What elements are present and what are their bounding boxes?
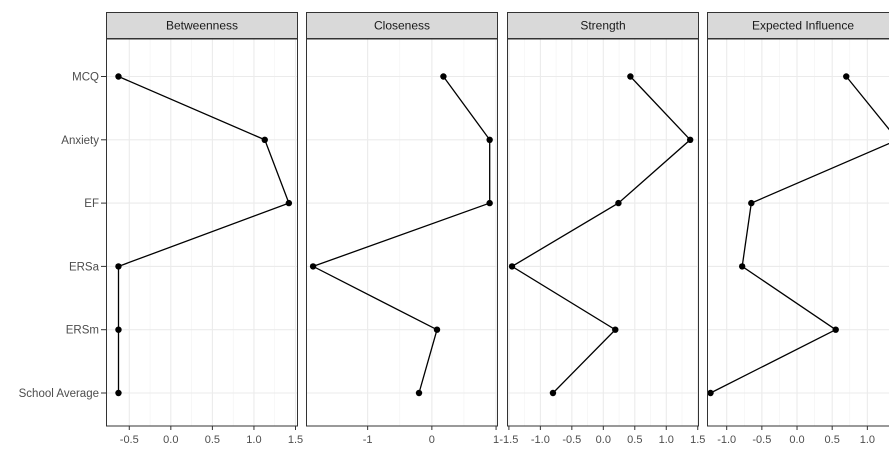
point-closeness-anxiety xyxy=(486,136,493,143)
x-tick-label: -0.5 xyxy=(562,434,581,446)
point-strength-ersa xyxy=(508,263,516,270)
facet-strip-label-betweenness: Betweenness xyxy=(166,19,238,33)
facet-expected-influence: Expected Influence -1.0 -0.5 0.0 0.5 1.0 xyxy=(707,12,889,446)
panel-background xyxy=(306,39,498,426)
y-tick-label-ersa: ERSa xyxy=(69,261,100,273)
x-tick-label: -1.0 xyxy=(717,434,736,446)
x-tick-label: 0.5 xyxy=(205,434,220,446)
point-expected-influence-mcq xyxy=(843,73,850,80)
facet-strip xyxy=(306,12,498,39)
x-tick-label: 1.0 xyxy=(860,434,875,446)
x-tick-label: 1.5 xyxy=(690,434,705,446)
point-strength-anxiety xyxy=(686,136,694,143)
point-expected-influence-ersm xyxy=(832,326,839,333)
x-tick-label: -1.0 xyxy=(531,434,550,446)
x-tick-label: -1 xyxy=(363,434,373,446)
x-tick-label: 1 xyxy=(493,434,499,446)
x-tick-label: 0.0 xyxy=(596,434,611,446)
y-tick-label-ersm: ERSm xyxy=(66,325,99,337)
point-expected-influence-school-average xyxy=(707,389,714,397)
facet-strip-label-expected-influence: Expected Influence xyxy=(752,19,854,33)
x-tick-label: -0.5 xyxy=(120,434,139,446)
point-betweenness-school-average xyxy=(115,389,122,397)
point-strength-ersm xyxy=(612,326,619,333)
series-line-betweenness xyxy=(117,75,290,393)
point-strength-school-average xyxy=(549,389,557,397)
x-tick-label: -0.5 xyxy=(752,434,771,446)
y-tick-label-anxiety: Anxiety xyxy=(61,135,99,147)
point-closeness-ersm xyxy=(433,326,441,333)
point-expected-influence-ersa xyxy=(738,263,746,270)
facet-strip xyxy=(707,12,889,39)
x-tick-label: 1.5 xyxy=(288,434,303,446)
point-expected-influence-ef xyxy=(748,199,755,207)
point-betweenness-mcq xyxy=(115,73,122,80)
facet-strip-label-closeness: Closeness xyxy=(374,19,430,33)
panel-background xyxy=(707,39,889,426)
point-betweenness-ersa xyxy=(115,263,122,270)
series-line-closeness xyxy=(311,76,491,394)
x-tick-label: 1.0 xyxy=(659,434,674,446)
point-closeness-mcq xyxy=(440,73,447,80)
facet-closeness: Closeness -1 0 1 xyxy=(306,12,499,446)
point-betweenness-anxiety xyxy=(261,136,268,143)
y-tick-label-ef: EF xyxy=(84,198,99,210)
point-strength-ef xyxy=(615,199,622,207)
x-tick-label: 1.0 xyxy=(246,434,261,446)
y-tick-label-school-average: School Average xyxy=(19,388,99,400)
panel-background xyxy=(106,39,298,426)
point-closeness-ef xyxy=(486,199,493,207)
point-strength-mcq xyxy=(627,73,634,80)
x-tick-label: -1.5 xyxy=(499,434,518,446)
x-tick-label: 0.0 xyxy=(789,434,804,446)
point-closeness-school-average xyxy=(415,389,423,397)
facet-strength: Strength -1.5 -1.0 -0.5 0.0 0.5 1.0 1.5 xyxy=(499,12,705,446)
y-tick-label-mcq: MCQ xyxy=(72,72,99,84)
series-line-strength xyxy=(510,76,692,394)
x-tick-label: 0 xyxy=(429,434,435,446)
facet-betweenness: Betweenness -0.5 0.0 0.5 1.0 1.5 xyxy=(106,12,303,446)
facet-strip xyxy=(507,12,699,39)
series-line-expected-influence xyxy=(710,76,889,394)
point-betweenness-ef xyxy=(285,199,293,207)
x-tick-label: 0.5 xyxy=(627,434,642,446)
x-tick-label: 0.5 xyxy=(825,434,840,446)
x-tick-label: 0.0 xyxy=(163,434,178,446)
facet-strip-label-strength: Strength xyxy=(580,19,625,33)
point-closeness-ersa xyxy=(309,263,317,270)
point-betweenness-ersm xyxy=(115,326,122,333)
facet-strip xyxy=(106,12,298,39)
